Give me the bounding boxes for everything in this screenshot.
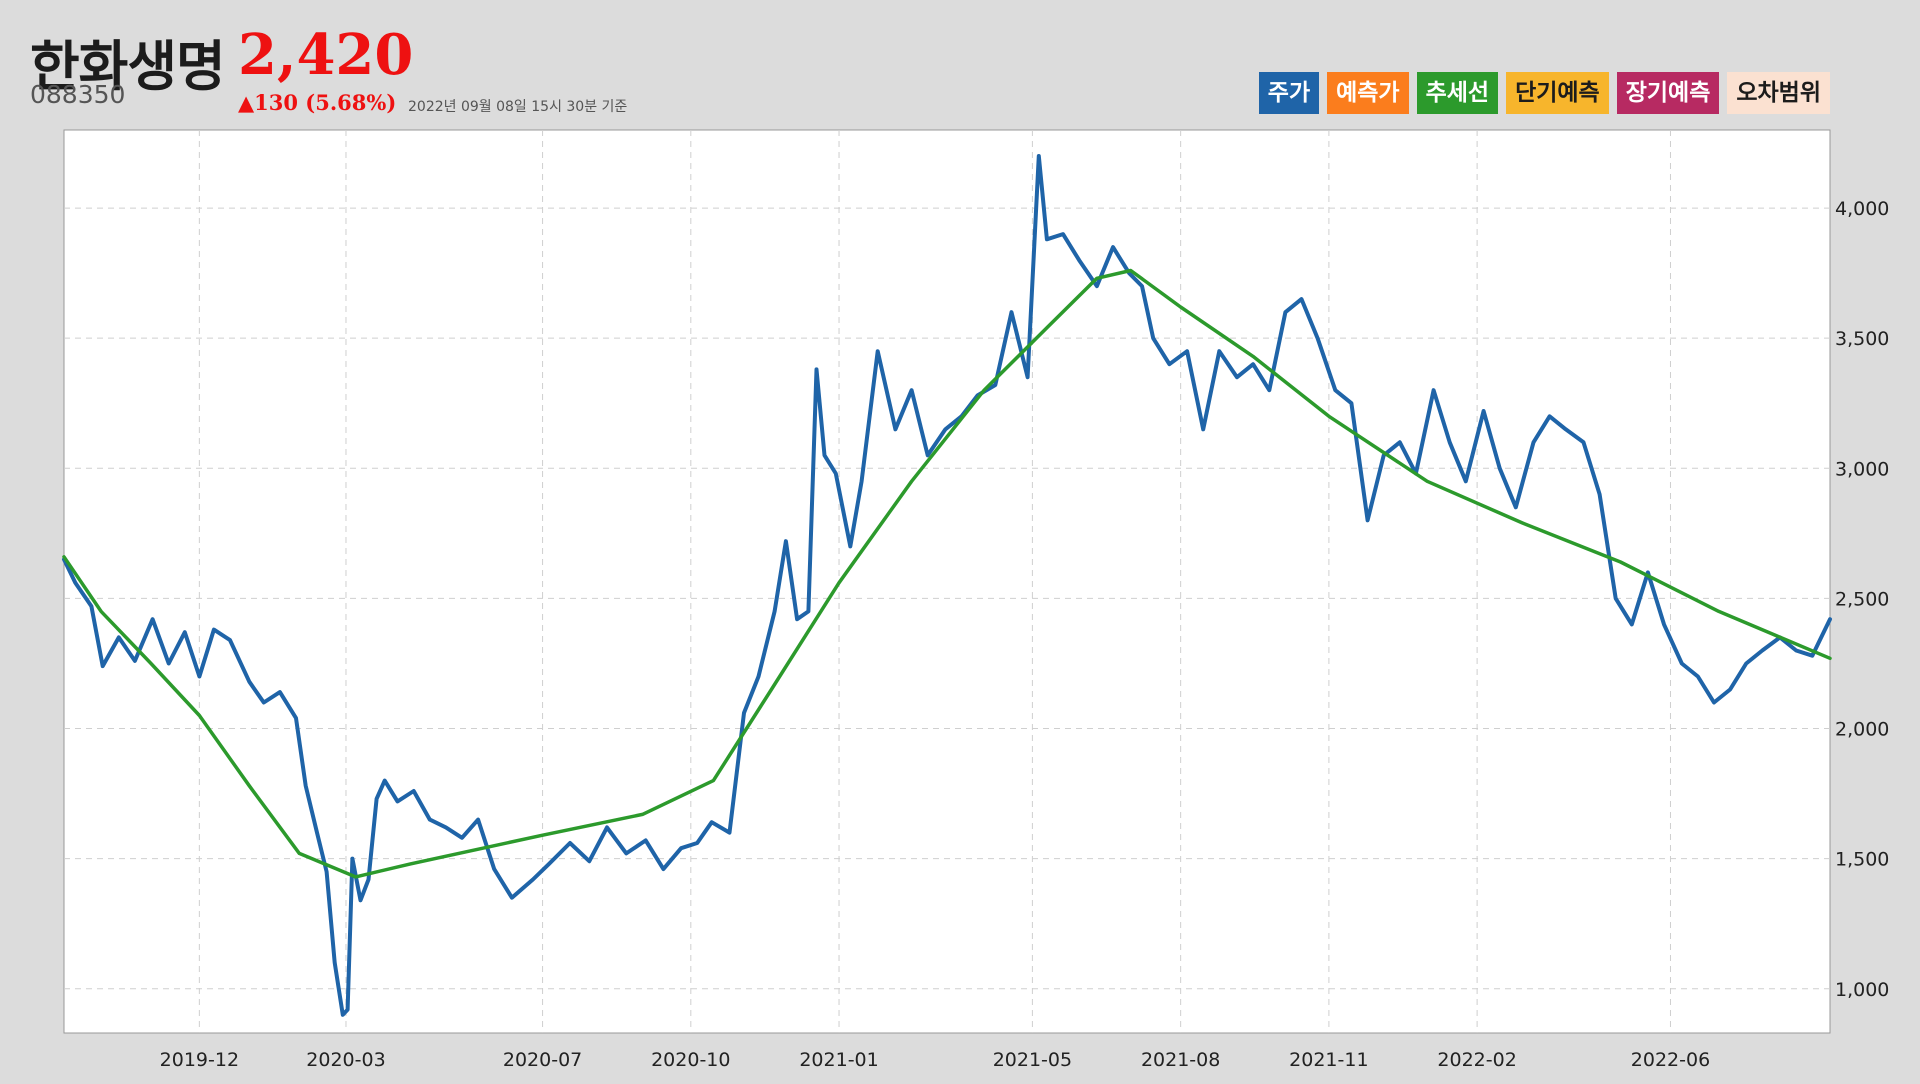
y-tick-label: 2,500 [1835,588,1889,610]
stock-name: 한화생명 [30,35,226,98]
legend-item[interactable]: 주가 [1258,72,1320,114]
price-series-line [62,154,1832,1017]
x-tick-label: 2021-08 [1141,1049,1220,1071]
y-tick-label: 1,500 [1835,849,1889,871]
y-tick-label: 3,500 [1835,328,1889,350]
x-tick-label: 2021-11 [1289,1049,1368,1071]
x-tick-label: 2022-02 [1437,1049,1516,1071]
series-lines [62,154,1832,1017]
current-price: 2,420 [238,22,414,88]
grid-lines [64,130,1830,1033]
trend-series-line [62,268,1832,879]
y-tick-label: 3,000 [1835,458,1889,480]
y-axis-labels: 1,000 1,500 2,000 2,500 3,000 3,500 4,000 [1835,198,1889,1001]
legend-item[interactable]: 예측가 [1327,72,1409,114]
x-tick-label: 2020-07 [503,1049,582,1071]
y-tick-label: 4,000 [1835,198,1889,220]
legend-item[interactable]: 단기예측 [1506,72,1609,114]
chart-legend: 주가 예측가 추세선 단기예측 장기예측 오차범위 [1258,72,1830,114]
stock-code: 088350 [30,80,126,109]
x-tick-label: 2020-03 [306,1049,385,1071]
legend-item[interactable]: 추세선 [1416,72,1499,114]
x-axis-labels: 2019-12 2020-03 2020-07 2020-10 2021-01 2021-… [160,1049,1711,1071]
x-tick-label: 2019-12 [160,1049,239,1071]
y-tick-label: 2,000 [1835,719,1889,741]
legend-item[interactable]: 오차범위 [1727,72,1830,114]
price-change: ▲130 (5.68%) [238,90,397,115]
x-tick-label: 2021-05 [993,1049,1072,1071]
as-of-timestamp: 2022년 09월 08일 15시 30분 기준 [408,99,628,115]
y-tick-label: 1,000 [1835,979,1889,1001]
x-tick-label: 2022-06 [1631,1049,1710,1071]
x-tick-label: 2021-01 [799,1049,878,1071]
legend-item[interactable]: 장기예측 [1616,72,1720,114]
x-tick-label: 2020-10 [651,1049,730,1071]
